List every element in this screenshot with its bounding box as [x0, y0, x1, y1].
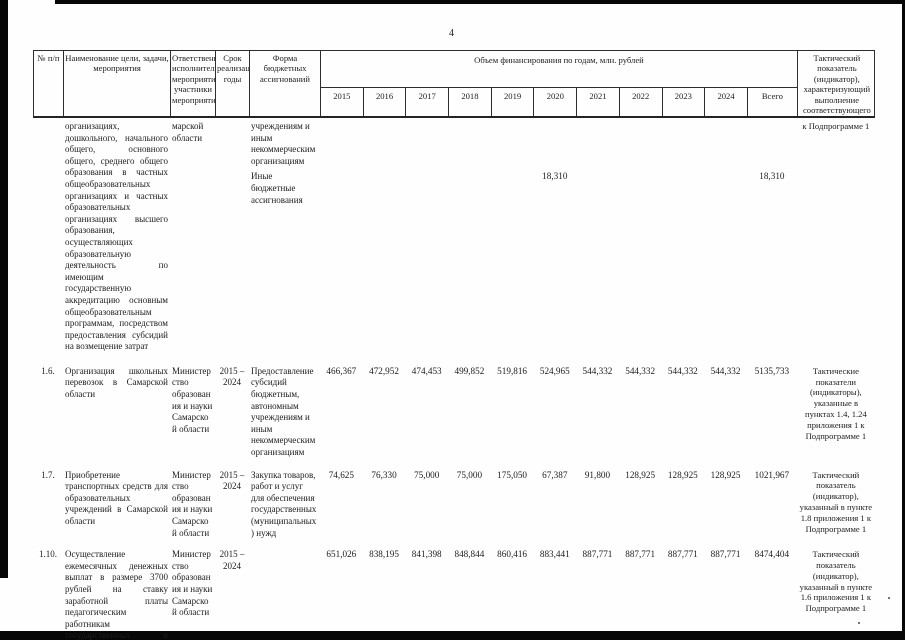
scan-edge-left — [0, 0, 8, 578]
header-year-2021: 2021 — [577, 88, 620, 117]
cell-budget-form: учреждениям и иным некоммерческим органи… — [249, 118, 320, 353]
cell-budget-form: Предоставление субсидий бюджетным, автон… — [251, 365, 316, 458]
value-2016: 838,195 — [369, 549, 399, 560]
value-2024: 887,771 — [710, 549, 741, 560]
cell-number: 1.10. — [39, 549, 57, 560]
value-2017: 474,453 — [411, 365, 442, 376]
value-2023: 128,925 — [667, 469, 698, 480]
header-term: Срок реализации, годы — [216, 51, 250, 117]
header-year-2015: 2015 — [321, 88, 364, 117]
value-2021: 91,800 — [584, 469, 611, 480]
cell-responsible: Министерство образования и науки Самарск… — [172, 365, 213, 434]
value-total: 1021,967 — [754, 469, 790, 480]
header-budget-form: Форма бюджетных ассигнований — [250, 51, 321, 117]
value-2022: 544,332 — [625, 365, 656, 376]
cell-term: 2015 – 2024 — [219, 365, 245, 388]
cell-name: организациях, дошкольного, начального об… — [65, 121, 168, 352]
header-year-2016: 2016 — [364, 88, 407, 117]
header-year-2023: 2023 — [663, 88, 706, 117]
header-year-total: Всего — [748, 88, 798, 117]
value-2019: 175,050 — [497, 469, 528, 480]
budget-form-paragraph: Иные бюджетные ассигнования — [251, 171, 303, 205]
value-total: 5135,733 — [754, 365, 790, 376]
cell-indicator: Тактический показатель (индикатор), указ… — [799, 549, 873, 614]
value-2016: 76,330 — [371, 469, 397, 480]
scan-speck — [858, 622, 860, 624]
value-2015: 74,625 — [328, 469, 354, 480]
value-2021: 887,771 — [582, 549, 613, 560]
value-total: 8474,404 — [754, 549, 790, 560]
value-2018: 499,852 — [454, 365, 485, 376]
value-2019: 860,416 — [497, 549, 528, 560]
cell-name: Приобретение транспортных средств для об… — [65, 469, 168, 526]
cell-responsible: Министерство образования и науки Самарск… — [172, 469, 213, 538]
value-2022: 128,925 — [625, 469, 656, 480]
cell-number: 1.6. — [41, 365, 55, 376]
value-total: 18,310 — [759, 171, 785, 181]
value-2020: 18,310 — [542, 171, 568, 181]
financing-table-body: организациях, дошкольного, начального об… — [33, 118, 875, 640]
value-2023: 544,332 — [667, 365, 698, 376]
header-financing-group: Объем финансирования по годам, млн. рубл… — [321, 51, 798, 88]
header-year-2018: 2018 — [449, 88, 492, 117]
value-2018: 848,844 — [454, 549, 485, 560]
cell-name: Осуществление ежемесячных денежных выпла… — [63, 539, 170, 640]
budget-form-paragraph: учреждениям и иным некоммерческим органи… — [251, 121, 316, 166]
header-responsible: Ответственный исполнитель мероприятия, у… — [171, 51, 216, 117]
value-2020: 524,965 — [539, 365, 570, 376]
cell-responsible: Министерство образования и науки Самарск… — [172, 549, 213, 618]
value-2016: 472,952 — [369, 365, 399, 376]
cell-indicator: Тактический показатель (индикатор), указ… — [799, 469, 873, 534]
header-year-2017: 2017 — [406, 88, 450, 117]
value-2023 — [662, 118, 705, 353]
value-2015: 466,367 — [326, 365, 357, 376]
cell-indicator: к Подпрограмме 1 — [802, 121, 870, 131]
cell-indicator: Тактические показатели (индикаторы), ука… — [804, 365, 867, 441]
scan-speck — [888, 597, 890, 599]
value-2015: 651,026 — [326, 549, 357, 560]
header-num: № п/п — [34, 51, 64, 117]
cell-number: 1.7. — [41, 469, 55, 480]
value-2018 — [448, 118, 491, 353]
value-2023: 887,771 — [667, 549, 698, 560]
value-2021 — [576, 118, 619, 353]
value-2022: 887,771 — [625, 549, 656, 560]
cell-budget-form: Закупка товаров, работ и услуг для обесп… — [251, 469, 317, 538]
value-2015 — [320, 118, 363, 353]
value-2021: 544,332 — [582, 365, 613, 376]
cell-term: 2015 – 2024 — [219, 549, 245, 571]
cell-term: 2015 – 2024 — [219, 469, 245, 492]
header-year-2019: 2019 — [492, 88, 535, 117]
value-2022 — [619, 118, 662, 353]
header-name: Наименование цели, задачи, мероприятия — [64, 51, 171, 117]
header-year-2022: 2022 — [620, 88, 663, 117]
value-2018: 75,000 — [456, 469, 483, 480]
name-paragraph: Осуществление ежемесячных денежных выпла… — [65, 549, 168, 640]
value-2020: 67,387 — [542, 469, 568, 480]
header-year-2024: 2024 — [705, 88, 748, 117]
page-number: 4 — [449, 28, 454, 39]
header-indicator: Тактический показатель (индикатор), хара… — [802, 53, 871, 117]
value-2017: 841,398 — [411, 549, 442, 560]
value-2020: 883,441 — [539, 549, 570, 560]
header-year-2020: 2020 — [534, 88, 578, 117]
financing-table-header: № п/п Наименование цели, задачи, меропри… — [33, 50, 875, 118]
value-2017: 75,000 — [414, 469, 440, 480]
scan-edge-bottom — [0, 631, 905, 640]
value-2019: 519,816 — [497, 365, 528, 376]
value-2019 — [491, 118, 534, 353]
value-2024: 128,925 — [710, 469, 741, 480]
value-2024: 544,332 — [710, 365, 741, 376]
scan-edge-top — [55, 0, 905, 4]
value-2024 — [704, 118, 747, 353]
cell-name: Организация школьных перевозок в Самарск… — [65, 365, 168, 400]
value-2016 — [363, 118, 406, 353]
value-2017 — [405, 118, 448, 353]
cell-responsible: марской области — [172, 121, 204, 143]
scan-edge-right — [902, 0, 905, 640]
